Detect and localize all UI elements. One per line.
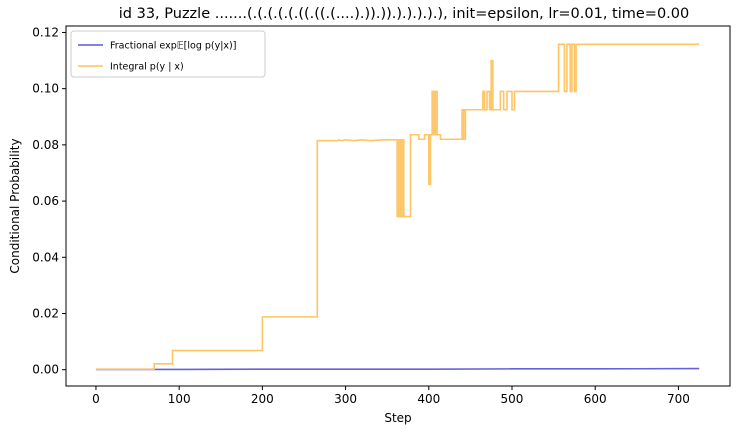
x-tick-label: 200 bbox=[251, 392, 274, 406]
plot-area bbox=[65, 25, 731, 387]
y-tick-label: 0.02 bbox=[32, 306, 59, 320]
y-tick-label: 0.00 bbox=[32, 363, 59, 377]
y-tick-label: 0.10 bbox=[32, 82, 59, 96]
x-axis-label: Step bbox=[384, 411, 411, 425]
x-tick-label: 400 bbox=[417, 392, 440, 406]
legend-box bbox=[70, 30, 266, 78]
x-tick-label: 0 bbox=[92, 392, 100, 406]
series-layer bbox=[95, 43, 700, 371]
x-tick-label: 600 bbox=[584, 392, 607, 406]
y-tick-label: 0.04 bbox=[32, 250, 59, 264]
series-line-1 bbox=[95, 367, 700, 371]
x-tick-label: 300 bbox=[334, 392, 357, 406]
legend: Fractional exp𝔼[log p(y|x)] Integral p(y … bbox=[70, 30, 266, 78]
y-tick-label: 0.06 bbox=[32, 194, 59, 208]
legend-label: Integral p(y | x) bbox=[110, 62, 184, 73]
x-tick-label: 500 bbox=[501, 392, 524, 406]
y-axis-label: Conditional Probability bbox=[8, 138, 22, 273]
chart-title: id 33, Puzzle .......(.(.(.(.(.((.((.(..… bbox=[119, 6, 690, 22]
legend-label: Fractional exp𝔼[log p(y|x)] bbox=[110, 41, 236, 52]
plot-frame bbox=[65, 25, 731, 387]
y-tick-label: 0.12 bbox=[32, 25, 59, 39]
y-axis: 0.00 0.02 0.04 0.06 0.08 0.10 0.12 bbox=[32, 25, 66, 377]
x-tick-label: 100 bbox=[168, 392, 191, 406]
x-axis: 0 100 200 300 400 500 600 700 bbox=[92, 386, 690, 406]
series-line-2 bbox=[95, 43, 700, 370]
x-tick-label: 700 bbox=[667, 392, 690, 406]
y-tick-label: 0.08 bbox=[32, 138, 59, 152]
